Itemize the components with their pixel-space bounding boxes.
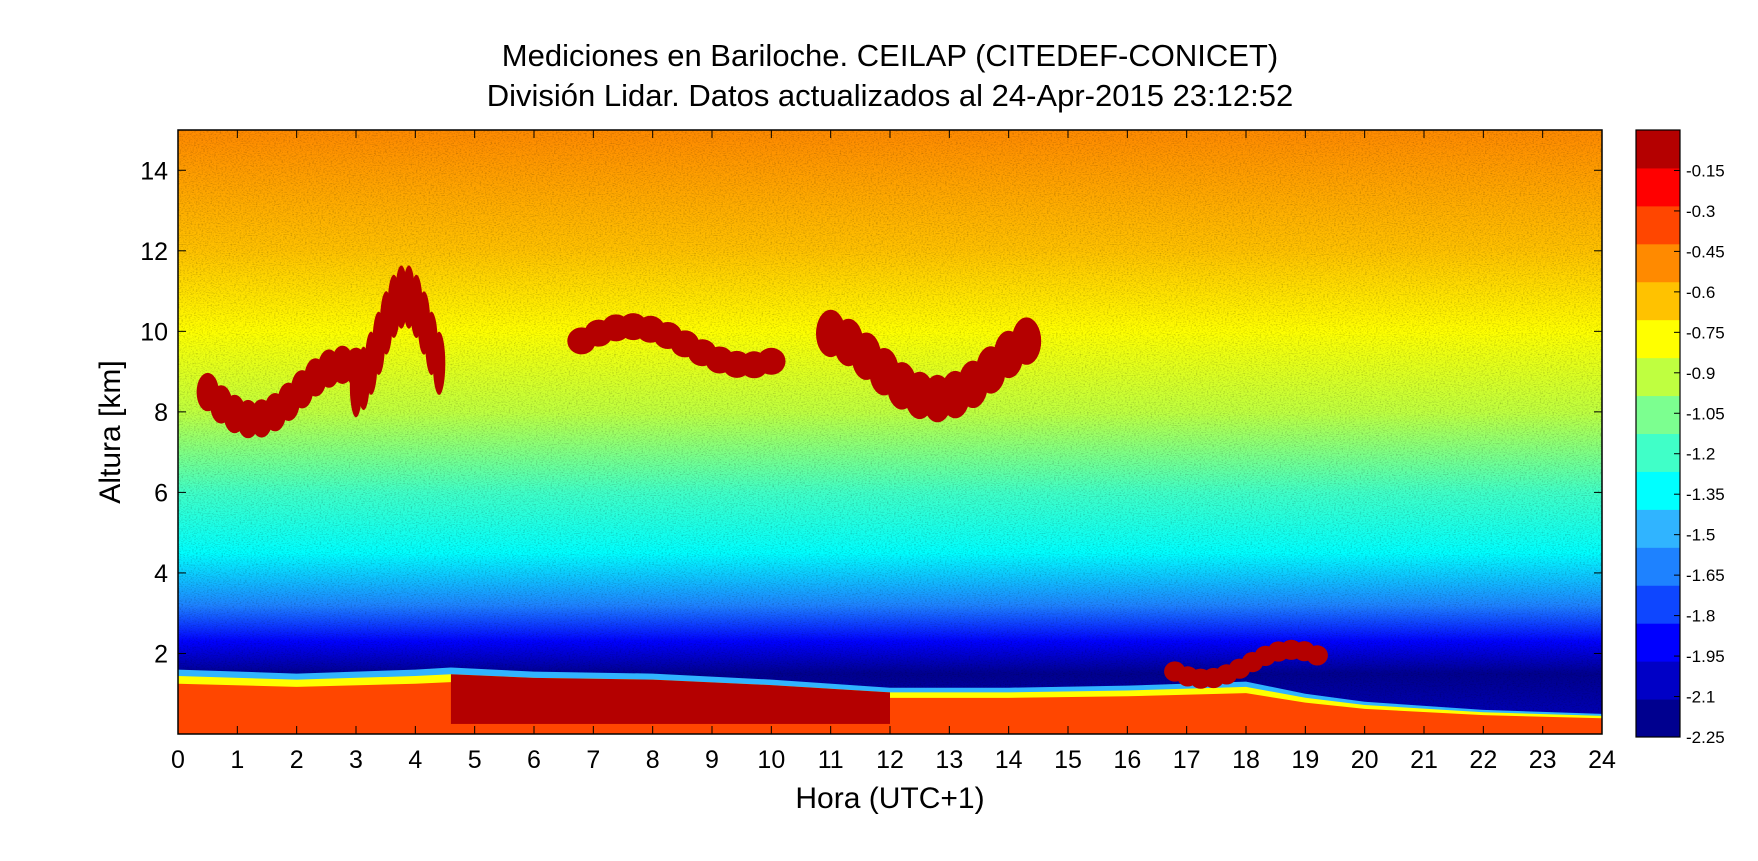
colorbar-segment	[1636, 205, 1680, 245]
x-tick-label: 0	[171, 746, 185, 774]
colorbar-frame	[1635, 129, 1681, 738]
x-tick-label: 9	[705, 746, 719, 774]
x-tick-label: 1	[230, 746, 244, 774]
cloud-layer	[349, 265, 446, 418]
x-tick-label: 24	[1588, 746, 1616, 774]
colorbar-segment	[1636, 357, 1680, 397]
colorbar-segment	[1636, 661, 1680, 700]
noise-texture	[178, 130, 1602, 734]
x-tick-label: 17	[1173, 746, 1201, 774]
x-tick-label: 12	[876, 746, 904, 774]
x-tick-label: 16	[1113, 746, 1141, 774]
colorbar-segment	[1636, 471, 1680, 510]
colorbar: -0.15 -0.3 -0.45 -0.6 -0.75 -0.9 -1.05 -1.2 -1.3…	[1635, 129, 1725, 747]
colorbar-tick-label: -1.35	[1686, 485, 1725, 504]
y-tick-label: 2	[154, 640, 168, 668]
colorbar-tick-label: -0.75	[1686, 323, 1725, 342]
x-axis-label: Hora (UTC+1)	[795, 782, 984, 815]
x-tick-label: 2	[290, 746, 304, 774]
colorbar-segment	[1636, 167, 1680, 207]
y-axis-label: Altura [km]	[94, 360, 127, 503]
colorbar-segment	[1636, 433, 1680, 472]
colorbar-segment	[1636, 395, 1680, 434]
colorbar-tick-label: -0.15	[1686, 161, 1725, 180]
x-tick-label: 19	[1291, 746, 1319, 774]
colorbar-segment	[1636, 585, 1680, 624]
colorbar-segment	[1636, 509, 1680, 548]
x-tick-label: 14	[995, 746, 1023, 774]
heatmap-area	[178, 130, 1602, 734]
x-tick-label: 15	[1054, 746, 1082, 774]
chart-subtitle: División Lidar. Datos actualizados al 24…	[487, 78, 1293, 113]
x-tick-label: 21	[1410, 746, 1438, 774]
colorbar-tick-label: -0.3	[1686, 202, 1715, 221]
x-tick-label: 18	[1232, 746, 1260, 774]
x-tick-label: 22	[1469, 746, 1497, 774]
colorbar-tick-label: -0.45	[1686, 242, 1725, 261]
colorbar-tick-label: -1.8	[1686, 607, 1715, 626]
x-tick-label: 8	[646, 746, 660, 774]
colorbar-segment	[1636, 281, 1680, 321]
colorbar-tick-label: -2.1	[1686, 688, 1715, 707]
colorbar-segment	[1636, 547, 1680, 586]
colorbar-segment	[1636, 130, 1680, 169]
y-tick-label: 4	[154, 560, 168, 588]
chart-title: Mediciones en Bariloche. CEILAP (CITEDEF…	[502, 38, 1278, 73]
cloud-layer	[1164, 639, 1328, 689]
x-tick-label: 6	[527, 746, 541, 774]
boundary-layer-dense	[450, 674, 890, 734]
cloud-layer	[196, 345, 368, 439]
y-axis: 2 4 6 8 10 12 14	[140, 157, 1602, 668]
x-tick-label: 7	[586, 746, 600, 774]
colorbar-tick-label: -1.05	[1686, 404, 1725, 423]
colorbar-tick-label: -1.5	[1686, 526, 1715, 545]
x-tick-label: 23	[1529, 746, 1557, 774]
y-tick-label: 10	[140, 318, 168, 346]
x-tick-label: 3	[349, 746, 363, 774]
cloud-layer	[816, 309, 1042, 423]
colorbar-segment	[1636, 699, 1680, 738]
x-tick-label: 4	[408, 746, 422, 774]
colorbar-tick-label: -0.9	[1686, 364, 1715, 383]
colorbar-segment	[1636, 243, 1680, 283]
x-tick-label: 5	[468, 746, 482, 774]
x-axis: 0 1 2 3 4 5 6 7 8 9 10 11 12 13 14 15 16 17 18 19 20 21 22 23 24	[171, 130, 1616, 774]
colorbar-tick-label: -1.65	[1686, 566, 1725, 585]
colorbar-tick-label: -1.95	[1686, 647, 1725, 666]
x-tick-label: 13	[935, 746, 963, 774]
colorbar-tick-label: -2.25	[1686, 728, 1725, 747]
colorbar-segment	[1636, 623, 1680, 662]
y-tick-label: 12	[140, 238, 168, 266]
x-tick-label: 11	[818, 746, 844, 774]
cloud-layer	[567, 313, 786, 379]
y-tick-label: 6	[154, 479, 168, 507]
x-tick-label: 20	[1351, 746, 1379, 774]
x-tick-label: 10	[757, 746, 785, 774]
colorbar-segment	[1636, 319, 1680, 359]
y-tick-label: 8	[154, 399, 168, 427]
colorbar-tick-label: -0.6	[1686, 283, 1715, 302]
colorbar-tick-label: -1.2	[1686, 445, 1715, 464]
y-tick-label: 14	[140, 157, 168, 185]
